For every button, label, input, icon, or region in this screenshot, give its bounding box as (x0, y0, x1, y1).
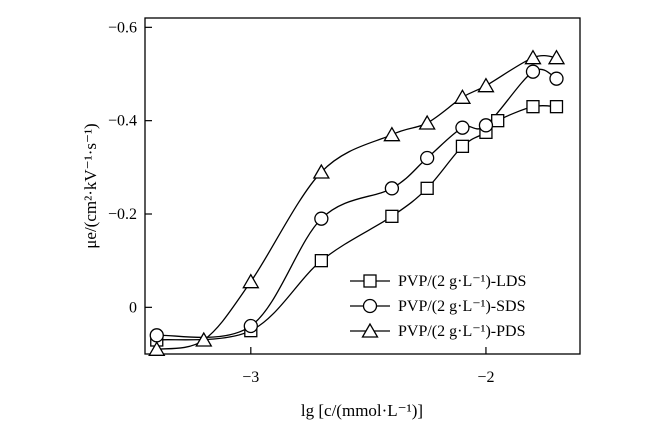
data-point-triangle (148, 341, 166, 356)
series-line-circle (156, 68, 557, 339)
data-point-square (420, 181, 434, 195)
data-point-triangle (453, 89, 472, 104)
legend: PVP/(2 g·L⁻¹)-LDS PVP/(2 g·L⁻¹)-SDS PVP/(2… (350, 273, 526, 340)
y-tick-label: −0.2 (108, 206, 137, 223)
data-point-circle (549, 71, 564, 86)
y-tick-label: −0.6 (108, 19, 137, 36)
data-point-triangle (383, 126, 401, 142)
data-point-circle (243, 318, 258, 334)
data-point-triangle (195, 331, 213, 347)
tick-labels: −3 −2 0 −0.2 −0.4 −0.6 (108, 19, 494, 386)
data-point-circle (384, 181, 400, 196)
legend-label-circle: PVP/(2 g·L⁻¹)-SDS (398, 298, 525, 315)
data-point-square (549, 100, 564, 114)
legend-marker-triangle (361, 322, 379, 338)
data-point-square (455, 139, 470, 153)
data-point-triangle (418, 114, 436, 130)
data-point-square (385, 209, 399, 223)
legend-label-triangle: PVP/(2 g·L⁻¹)-PDS (398, 323, 525, 340)
tick-marks (145, 26, 487, 354)
data-point-triangle (477, 77, 495, 93)
data-point-circle (314, 211, 329, 226)
data-point-circle (420, 150, 435, 166)
x-tick-label: −3 (242, 369, 259, 386)
data-point-circle (455, 120, 470, 135)
data-point-circle (149, 328, 164, 343)
x-axis-title: lg [c/(mmol·L⁻¹)] (301, 401, 423, 420)
data-point-triangle (242, 273, 260, 289)
legend-marker-square (363, 274, 377, 288)
data-point-square (526, 100, 540, 114)
data-point-circle (478, 118, 494, 133)
data-point-triangle (524, 49, 542, 65)
legend-marker-circle (362, 298, 378, 314)
data-point-square (491, 114, 505, 128)
data-point-triangle (312, 163, 330, 179)
data-point-circle (525, 64, 541, 79)
legend-label-square: PVP/(2 g·L⁻¹)-LDS (398, 273, 526, 290)
data-point-square (314, 254, 329, 268)
series-markers (148, 49, 566, 356)
x-tick-label: −2 (477, 369, 494, 386)
y-tick-label: 0 (129, 299, 137, 316)
plot-frame (144, 17, 581, 355)
y-axis-title: μe/(cm²·kV⁻¹·s⁻¹) (81, 123, 100, 248)
data-point-triangle (547, 49, 566, 65)
y-tick-label: −0.4 (108, 113, 137, 130)
